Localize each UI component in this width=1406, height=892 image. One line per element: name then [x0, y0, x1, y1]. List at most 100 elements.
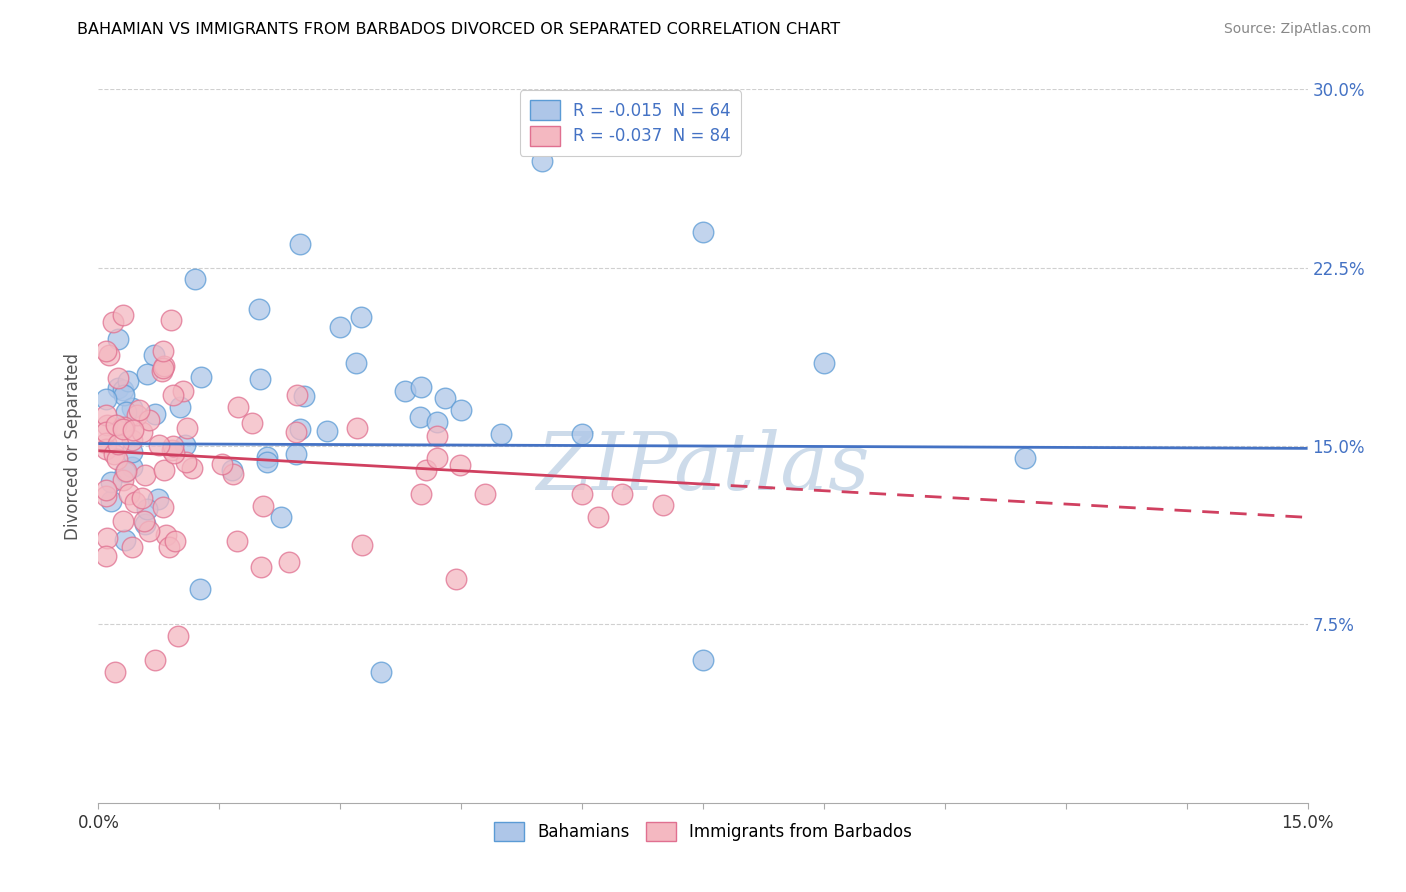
Point: [346, 421, 368, 435]
Text: Source: ZipAtlas.com: Source: ZipAtlas.com: [1223, 22, 1371, 37]
Y-axis label: Divorced or Separated: Divorced or Separated: [65, 352, 83, 540]
Point: [136, 501, 159, 516]
Point: [256, 455, 278, 469]
Point: [152, 360, 174, 375]
Point: [114, 533, 136, 548]
Point: [226, 400, 249, 414]
Point: [103, 447, 125, 461]
Point: [270, 509, 292, 524]
Point: [162, 388, 184, 402]
Point: [163, 534, 186, 549]
Point: [111, 308, 134, 322]
Point: [444, 572, 467, 586]
Point: [111, 383, 134, 397]
Point: [285, 425, 308, 439]
Point: [96, 408, 118, 422]
Point: [121, 541, 143, 555]
Point: [155, 527, 177, 541]
Point: [692, 653, 714, 667]
Point: [167, 629, 190, 643]
Point: [114, 465, 136, 479]
Point: [115, 464, 138, 478]
Point: [131, 425, 153, 439]
Point: [415, 463, 437, 477]
Point: [107, 437, 129, 451]
Point: [114, 388, 136, 402]
Point: [1014, 450, 1036, 465]
Point: [143, 348, 166, 362]
Point: [426, 450, 449, 465]
Point: [153, 463, 176, 477]
Point: [100, 475, 122, 490]
Point: [288, 422, 311, 436]
Point: [586, 510, 609, 524]
Point: [250, 559, 273, 574]
Point: [134, 514, 156, 528]
Point: [277, 555, 299, 569]
Point: [172, 384, 194, 399]
Point: [105, 452, 128, 467]
Point: [426, 428, 449, 442]
Point: [692, 225, 714, 239]
Point: [249, 372, 271, 386]
Point: [159, 313, 181, 327]
Point: [134, 468, 156, 483]
Point: [148, 438, 170, 452]
Point: [96, 392, 118, 406]
Point: [188, 582, 211, 596]
Point: [111, 514, 134, 528]
Point: [221, 463, 243, 477]
Point: [249, 302, 271, 317]
Point: [121, 445, 143, 459]
Point: [143, 407, 166, 421]
Point: [434, 392, 457, 406]
Point: [112, 422, 135, 436]
Point: [211, 457, 233, 471]
Point: [180, 460, 202, 475]
Point: [450, 403, 472, 417]
Point: [292, 389, 315, 403]
Point: [256, 450, 278, 464]
Text: ZIPatlas: ZIPatlas: [536, 429, 870, 506]
Point: [117, 486, 139, 500]
Point: [813, 356, 835, 370]
Point: [112, 473, 135, 487]
Point: [152, 500, 174, 514]
Point: [103, 665, 125, 679]
Point: [152, 343, 174, 358]
Point: [530, 153, 553, 168]
Point: [252, 499, 274, 513]
Point: [148, 491, 170, 506]
Point: [571, 486, 593, 500]
Point: [612, 486, 634, 500]
Point: [184, 272, 207, 286]
Point: [370, 665, 392, 679]
Point: [329, 320, 352, 334]
Point: [150, 364, 173, 378]
Point: [162, 439, 184, 453]
Point: [96, 549, 118, 564]
Point: [96, 442, 118, 456]
Point: [474, 486, 496, 500]
Point: [138, 413, 160, 427]
Point: [96, 483, 118, 497]
Point: [221, 467, 243, 481]
Point: [176, 420, 198, 434]
Point: [114, 405, 136, 419]
Point: [134, 517, 156, 532]
Point: [124, 494, 146, 508]
Point: [449, 458, 471, 472]
Point: [157, 540, 180, 554]
Point: [153, 359, 176, 373]
Point: [128, 403, 150, 417]
Point: [226, 534, 249, 549]
Point: [409, 486, 432, 500]
Point: [96, 532, 118, 546]
Point: [96, 343, 118, 358]
Point: [394, 384, 416, 398]
Point: [117, 374, 139, 388]
Point: [173, 438, 195, 452]
Point: [121, 433, 143, 447]
Point: [107, 332, 129, 346]
Point: [112, 420, 135, 434]
